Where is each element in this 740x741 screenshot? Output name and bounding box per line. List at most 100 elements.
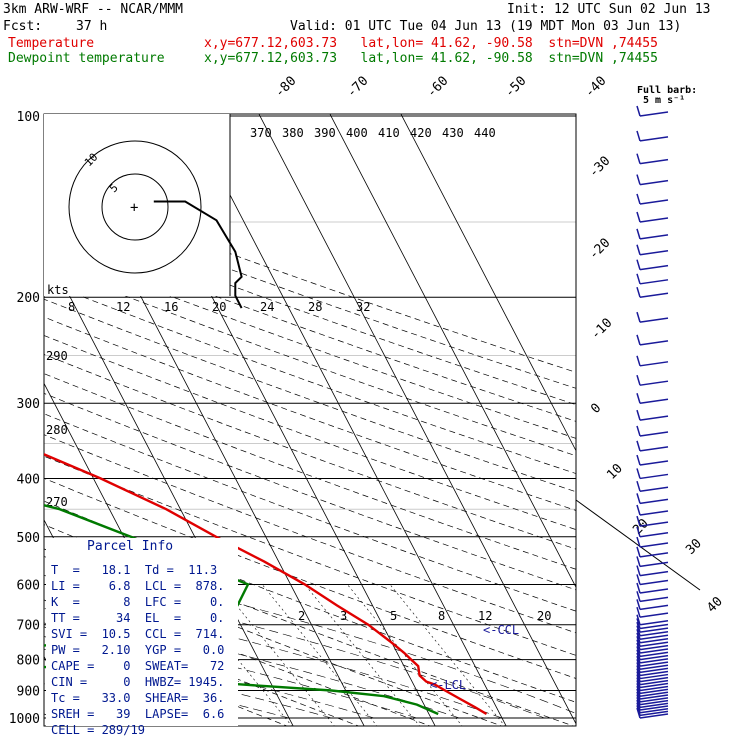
wind-barb-staff	[639, 702, 669, 709]
wind-barb-staff	[639, 638, 669, 644]
lcl-marker: <-LCL	[430, 678, 466, 692]
dewpoint-legend-label: Dewpoint temperature	[8, 51, 165, 66]
wind-barb-staff	[639, 415, 669, 421]
theta-e-label: 400	[346, 126, 368, 140]
dry-adiabat-line	[44, 455, 576, 656]
wind-barb-flag	[636, 625, 641, 636]
isotherm-label: -60	[424, 74, 451, 101]
wind-barb-staff	[639, 561, 669, 568]
barb-legend-units: 5 m s⁻¹	[643, 95, 685, 106]
mixing-ratio-label: 2	[298, 609, 305, 623]
wind-barb-flag	[636, 130, 641, 142]
hodograph-center-icon: +	[130, 200, 138, 216]
wind-barb-flag	[636, 674, 641, 685]
dry-adiabat-line	[44, 247, 576, 439]
wind-barb-flag	[636, 425, 641, 437]
wind-barb-staff	[639, 249, 669, 256]
theta-e-label: 410	[378, 126, 400, 140]
wind-barb-flag	[636, 393, 641, 404]
pressure-tick-label: 100	[17, 110, 40, 125]
model-title: 3km ARW-WRF -- NCAR/MMM	[3, 2, 184, 17]
mixing-ratio-label: 5	[390, 609, 397, 623]
wind-barb-flag	[636, 655, 641, 667]
parcel-row: Tc = 33.0 SHEAR= 36.	[51, 691, 225, 705]
dry-adiabat-line	[44, 434, 576, 634]
wind-barb-flag	[636, 311, 641, 323]
wind-barb-flag	[636, 355, 641, 367]
isotherm-label: 10	[604, 461, 626, 483]
wind-barb-flag	[636, 662, 641, 673]
wind-barb-staff	[639, 685, 669, 692]
wind-barb-flag	[636, 574, 641, 585]
moist-adiabat-line	[44, 608, 460, 719]
mixing-ratio-label: 16	[164, 300, 178, 314]
wind-barb-flag	[636, 228, 641, 240]
wind-barb-staff	[639, 158, 669, 165]
wind-barb-staff	[639, 521, 669, 527]
parcel-row: TT = 34 EL = 0.	[51, 611, 225, 625]
isotherm-line	[44, 245, 294, 726]
wind-barb-staff	[639, 486, 669, 492]
wind-barb-staff	[639, 217, 669, 223]
wind-barb-flag	[636, 556, 641, 567]
theta-label: 280	[46, 423, 68, 437]
mixing-ratio-line	[261, 584, 378, 726]
wind-barb-staff	[639, 596, 669, 603]
wind-barb-flag	[636, 334, 641, 346]
wind-barb-flag	[636, 591, 641, 602]
wind-barb-staff	[639, 644, 669, 651]
wind-barb-flag	[636, 702, 641, 713]
wind-barb-flag	[636, 526, 641, 537]
wind-barb-staff	[639, 648, 669, 654]
wind-barb-flag	[636, 440, 641, 452]
wind-barb-staff	[639, 473, 669, 480]
wind-barb-staff	[639, 710, 669, 717]
wind-barb-flag	[636, 636, 641, 647]
dry-adiabat-line	[44, 353, 576, 550]
dry-adiabat-line	[44, 413, 576, 612]
wind-barb-staff	[639, 679, 669, 686]
right-boundary-line	[575, 499, 701, 591]
dry-adiabat-line	[0, 116, 11, 731]
ccl-marker: <-CCL	[483, 623, 519, 637]
barb-legend-title: Full barb:	[637, 85, 697, 96]
pressure-tick-label: 300	[17, 397, 40, 412]
wind-barb-staff	[639, 340, 669, 346]
wind-barb-staff	[639, 713, 669, 719]
pressure-tick-label: 700	[17, 619, 40, 634]
isotherm-label: 20	[630, 516, 652, 538]
theta-e-label: 380	[282, 126, 304, 140]
parcel-row: PW = 2.10 YGP = 0.0	[51, 643, 225, 657]
valid-time: Valid: 01 UTC Tue 04 Jun 13 (19 MDT Mon …	[290, 19, 682, 34]
wind-barb-flag	[636, 697, 641, 708]
mixing-ratio-label: 24	[260, 300, 274, 314]
wind-barb-staff	[639, 697, 669, 703]
mixing-ratio-line	[304, 584, 420, 726]
wind-barb-flag	[636, 105, 641, 117]
wind-barb-staff	[639, 579, 669, 586]
parcel-row: LI = 6.8 LCL = 878.	[51, 579, 225, 593]
wind-barb-flag	[636, 649, 641, 660]
isotherm-label: 0	[588, 401, 604, 417]
wind-barb-staff	[639, 620, 669, 626]
wind-barb-staff	[639, 664, 669, 671]
mixing-ratio-label: 20	[537, 609, 551, 623]
wind-barb-flag	[636, 504, 641, 516]
wind-barb-staff	[639, 707, 669, 714]
mixing-ratio-label: 3	[340, 609, 347, 623]
dry-adiabat-line	[44, 573, 432, 726]
wind-barb-staff	[639, 498, 669, 505]
parcel-row: T = 18.1 Td = 11.3	[51, 563, 218, 577]
wind-barb-flag	[636, 454, 641, 466]
wind-barb-staff	[639, 588, 669, 594]
wind-barb-staff	[639, 699, 669, 706]
wind-barb-flag	[636, 480, 641, 492]
wind-barb-flag	[636, 287, 641, 298]
theta-label: 270	[46, 495, 68, 509]
wind-barb-flag	[636, 536, 641, 548]
temperature-trace	[44, 453, 488, 716]
isotherm-label: -70	[344, 74, 371, 101]
mixing-ratio-label: 32	[356, 300, 370, 314]
wind-barb-flag	[636, 273, 641, 285]
